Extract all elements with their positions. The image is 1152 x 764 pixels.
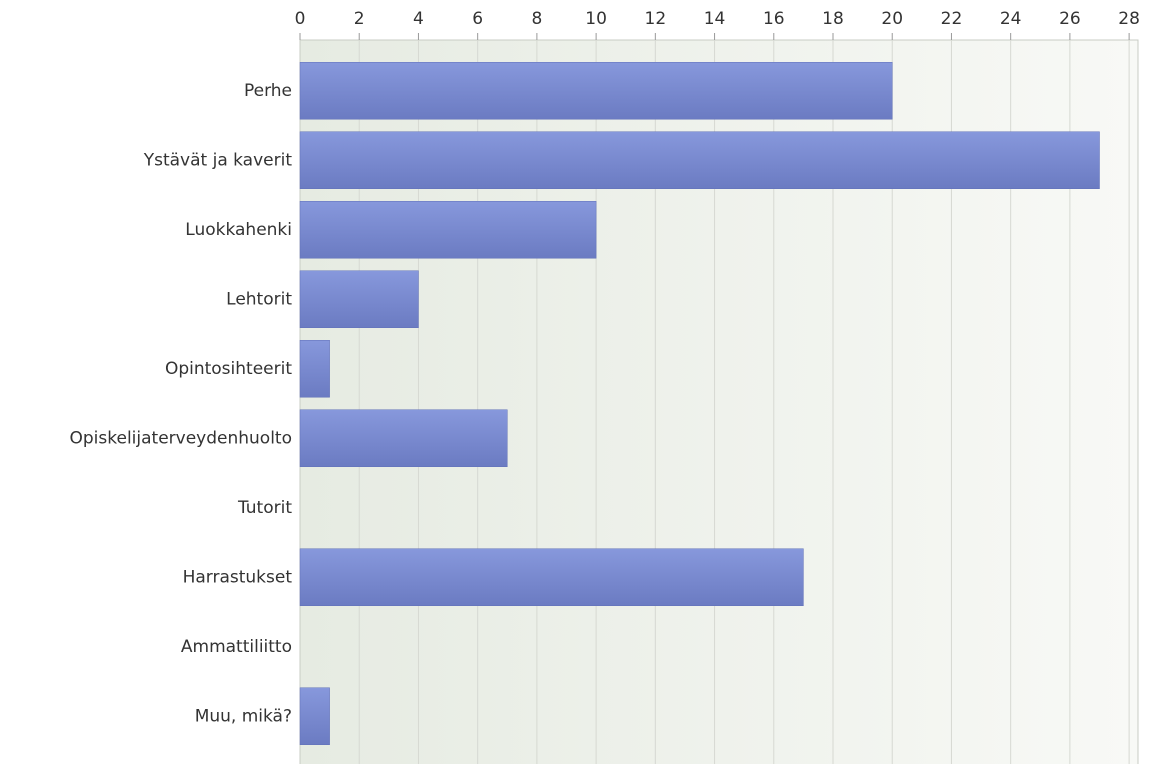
x-tick-label: 20 — [881, 9, 903, 29]
bar — [299, 409, 508, 467]
y-tick-label: Tutorit — [237, 498, 292, 518]
bar — [299, 131, 1100, 189]
x-tick-label: 2 — [354, 9, 365, 29]
x-tick-label: 14 — [704, 9, 726, 29]
y-tick-label: Harrastukset — [183, 567, 293, 587]
y-tick-label: Perhe — [244, 81, 292, 101]
y-tick-label: Ammattiliitto — [181, 637, 292, 657]
x-tick-label: 16 — [763, 9, 785, 29]
y-tick-label: Muu, mikä? — [195, 706, 292, 726]
x-tick-label: 28 — [1118, 9, 1140, 29]
x-tick-label: 12 — [645, 9, 667, 29]
x-tick-label: 10 — [585, 9, 607, 29]
bar — [299, 340, 330, 398]
bar — [299, 62, 893, 120]
x-tick-label: 22 — [941, 9, 963, 29]
y-tick-label: Opintosihteerit — [165, 359, 292, 379]
x-tick-label: 26 — [1059, 9, 1081, 29]
y-tick-label: Luokkahenki — [185, 220, 292, 240]
x-tick-label: 6 — [472, 9, 483, 29]
bar — [299, 270, 419, 328]
x-tick-label: 24 — [1000, 9, 1022, 29]
bar — [299, 687, 330, 745]
x-tick-label: 8 — [531, 9, 542, 29]
y-tick-label: Opiskelijaterveydenhuolto — [70, 428, 293, 448]
y-tick-label: Ystävät ja kaverit — [143, 150, 293, 170]
bar — [299, 201, 597, 259]
x-tick-label: 0 — [295, 9, 306, 29]
x-tick-label: 18 — [822, 9, 844, 29]
y-tick-label: Lehtorit — [226, 289, 292, 309]
bar — [299, 548, 804, 606]
x-tick-label: 4 — [413, 9, 424, 29]
